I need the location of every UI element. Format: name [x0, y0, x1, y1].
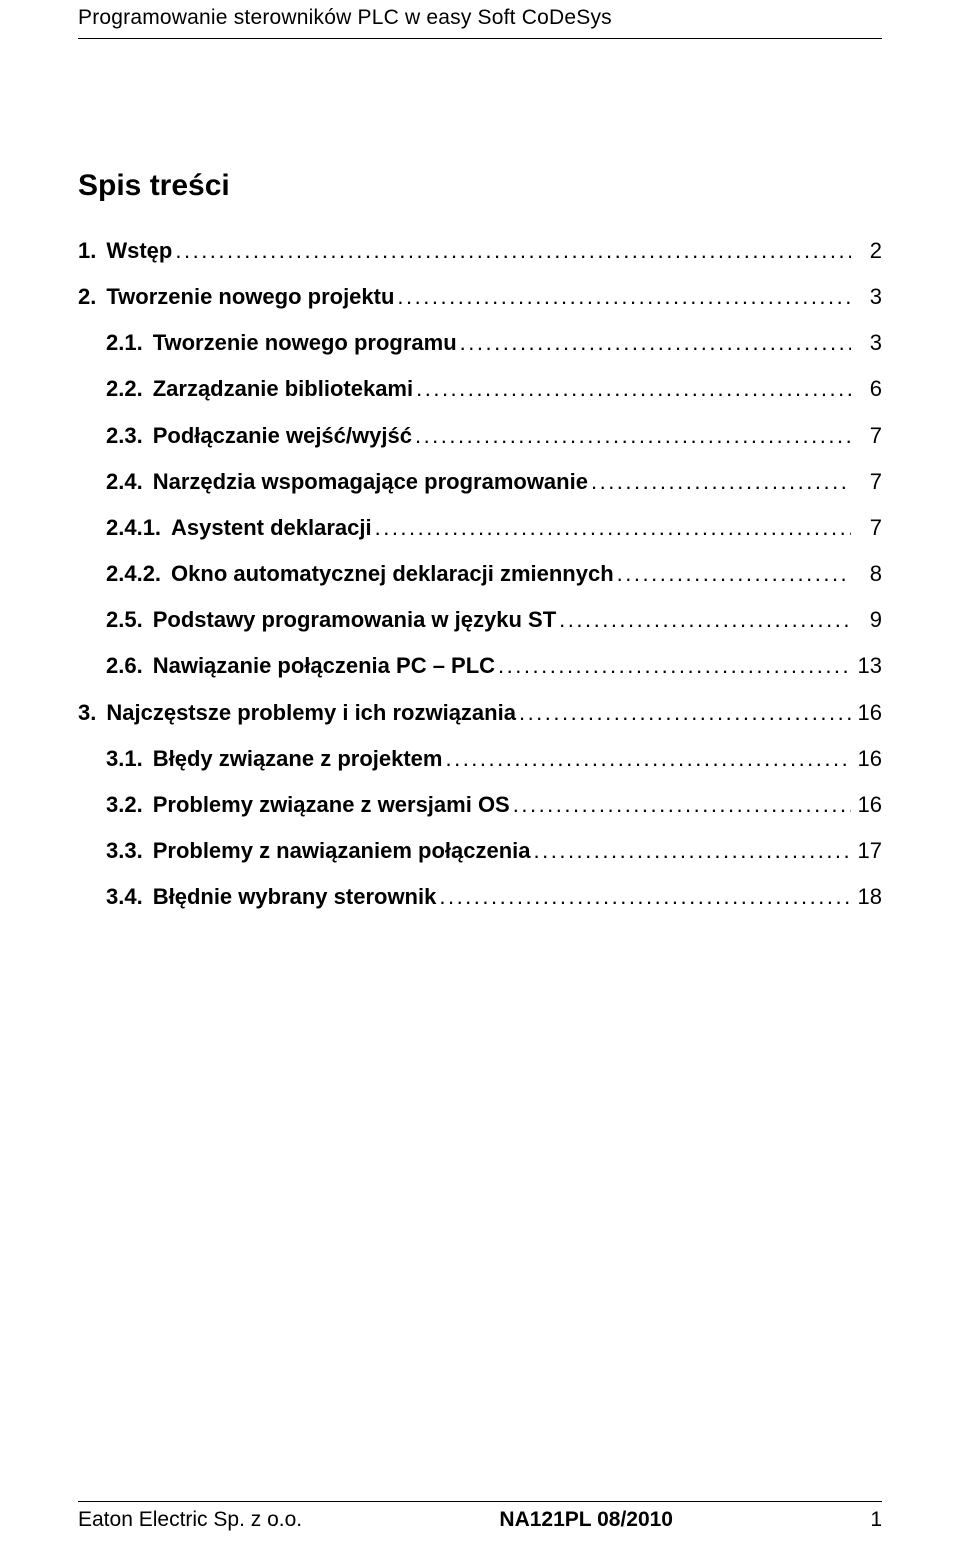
toc-entry-number: 2.6. [78, 652, 153, 680]
toc-entry: 2.4.1.Asystent deklaracji 7 [78, 514, 882, 542]
toc-entry-text: Najczęstsze problemy i ich rozwiązania [106, 699, 516, 727]
toc-entry-number: 1. [78, 237, 106, 265]
toc-leader-dots [375, 514, 851, 542]
toc-leader-dots [534, 837, 852, 865]
toc-entry-page: 17 [854, 837, 882, 865]
toc-entry: 3.2.Problemy związane z wersjami OS 16 [78, 791, 882, 819]
toc-entry-page: 7 [854, 468, 882, 496]
toc-entry-page: 9 [854, 606, 882, 634]
toc-entry-text: Podstawy programowania w języku ST [153, 606, 556, 634]
toc-entry: 1.Wstęp 2 [78, 237, 882, 265]
toc-entry-page: 8 [854, 560, 882, 588]
toc-entry-text: Wstęp [106, 237, 172, 265]
toc-entry-page: 6 [854, 375, 882, 403]
toc-leader-dots [397, 283, 851, 311]
toc-entry-text: Okno automatycznej deklaracji zmiennych [171, 560, 614, 588]
toc-leader-dots [416, 375, 851, 403]
toc-entry-number: 3. [78, 699, 106, 727]
footer-center: NA121PL 08/2010 [499, 1508, 673, 1532]
toc-entry-text: Problemy związane z wersjami OS [153, 791, 510, 819]
toc-entry-page: 7 [854, 514, 882, 542]
toc-entry: 2.Tworzenie nowego projektu 3 [78, 283, 882, 311]
toc-entry-number: 2.5. [78, 606, 153, 634]
toc-leader-dots [591, 468, 851, 496]
header-title: Programowanie sterowników PLC w easy Sof… [78, 0, 882, 39]
footer: Eaton Electric Sp. z o.o. NA121PL 08/201… [78, 1501, 882, 1532]
toc-entry-text: Problemy z nawiązaniem połączenia [153, 837, 531, 865]
toc-leader-dots [415, 422, 851, 450]
page: Programowanie sterowników PLC w easy Sof… [0, 0, 960, 1568]
toc-entry: 2.3.Podłączanie wejść/wyjść 7 [78, 422, 882, 450]
toc-entry: 3.Najczęstsze problemy i ich rozwiązania… [78, 699, 882, 727]
toc-entry-text: Zarządzanie bibliotekami [153, 375, 413, 403]
footer-left: Eaton Electric Sp. z o.o. [78, 1508, 302, 1532]
toc-entry-text: Błędy związane z projektem [153, 745, 443, 773]
toc-leader-dots [439, 883, 851, 911]
toc-entry-page: 16 [854, 745, 882, 773]
toc-entry-text: Tworzenie nowego projektu [106, 283, 394, 311]
toc-entry-page: 16 [854, 791, 882, 819]
toc-leader-dots [519, 699, 851, 727]
toc-entry: 3.1.Błędy związane z projektem 16 [78, 745, 882, 773]
toc-entry: 3.3.Problemy z nawiązaniem połączenia 17 [78, 837, 882, 865]
toc-leader-dots [513, 791, 851, 819]
toc-entry-number: 2.4.2. [78, 560, 171, 588]
toc-entry-page: 7 [854, 422, 882, 450]
toc-entry-number: 2.2. [78, 375, 153, 403]
toc-entry-number: 3.4. [78, 883, 153, 911]
toc-entry-text: Asystent deklaracji [171, 514, 372, 542]
toc-leader-dots [617, 560, 851, 588]
toc-entry-number: 3.1. [78, 745, 153, 773]
toc-leader-dots [460, 329, 851, 357]
toc-entry-number: 3.3. [78, 837, 153, 865]
toc-leader-dots [498, 652, 851, 680]
toc-entry-text: Błędnie wybrany sterownik [153, 883, 437, 911]
toc-title: Spis treści [78, 169, 882, 203]
toc-leader-dots [559, 606, 851, 634]
toc-entry-text: Narzędzia wspomagające programowanie [153, 468, 588, 496]
toc-entry: 2.1.Tworzenie nowego programu 3 [78, 329, 882, 357]
footer-row: Eaton Electric Sp. z o.o. NA121PL 08/201… [78, 1508, 882, 1532]
toc-entry-page: 2 [854, 237, 882, 265]
footer-right: 1 [870, 1508, 882, 1532]
toc-entry: 2.4.Narzędzia wspomagające programowanie… [78, 468, 882, 496]
toc-entry-number: 3.2. [78, 791, 153, 819]
toc-entry-number: 2.3. [78, 422, 153, 450]
toc-entry-number: 2. [78, 283, 106, 311]
toc-entry: 2.5.Podstawy programowania w języku ST 9 [78, 606, 882, 634]
toc-leader-dots [445, 745, 851, 773]
toc-entry-page: 13 [854, 652, 882, 680]
toc-entry-page: 3 [854, 283, 882, 311]
toc-entry-page: 3 [854, 329, 882, 357]
toc-entry: 3.4.Błędnie wybrany sterownik 18 [78, 883, 882, 911]
footer-divider [78, 1501, 882, 1502]
toc-entry-number: 2.1. [78, 329, 153, 357]
toc-entry-number: 2.4.1. [78, 514, 171, 542]
toc-entry-number: 2.4. [78, 468, 153, 496]
toc-entry-page: 16 [854, 699, 882, 727]
toc-entry: 2.4.2.Okno automatycznej deklaracji zmie… [78, 560, 882, 588]
toc-entry: 2.2.Zarządzanie bibliotekami 6 [78, 375, 882, 403]
toc-leader-dots [175, 237, 851, 265]
toc-entry-text: Podłączanie wejść/wyjść [153, 422, 412, 450]
toc-entry-text: Nawiązanie połączenia PC – PLC [153, 652, 495, 680]
toc-entry-text: Tworzenie nowego programu [153, 329, 457, 357]
toc-entry-page: 18 [854, 883, 882, 911]
toc-list: 1.Wstęp22.Tworzenie nowego projektu32.1.… [78, 237, 882, 911]
toc-entry: 2.6.Nawiązanie połączenia PC – PLC 13 [78, 652, 882, 680]
